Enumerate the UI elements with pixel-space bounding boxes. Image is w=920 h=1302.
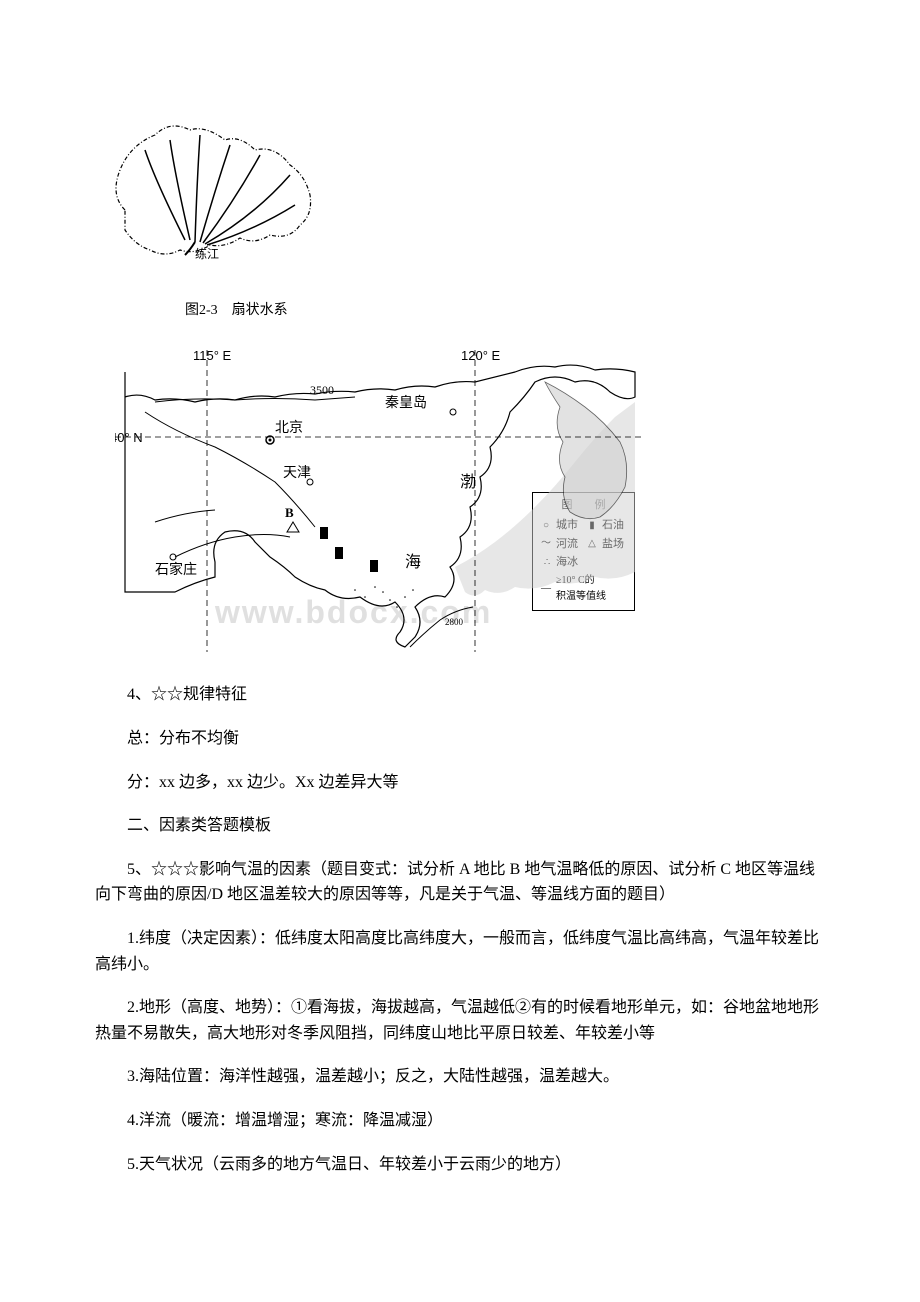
tianjin-label: 天津 — [283, 465, 311, 481]
sea-ice-area — [354, 587, 414, 609]
point-b-label: B — [285, 505, 294, 520]
bohai-hai-label: 海 — [405, 553, 421, 571]
lon-120-label: 120° E — [461, 348, 501, 363]
para-section-2: 二、因素类答题模板 — [95, 813, 825, 839]
isotherm-value-label: 2800 — [445, 617, 464, 627]
para-total: 总：分布不均衡 — [95, 726, 825, 752]
para-latitude: 1.纬度（决定因素）：低纬度太阳高度比高纬度大，一般而言，低纬度气温比高纬高，气… — [95, 926, 825, 977]
bohai-map-svg: 115° E 120° E 40° N 3500 北京 天津 石家庄 秦皇岛 B — [115, 342, 645, 657]
para-distribution: 分：xx 边多，xx 边少。Xx 边差异大等 — [95, 770, 825, 796]
para-ocean-current: 4.洋流（暖流：增温增湿；寒流：降温减湿） — [95, 1108, 825, 1134]
qinhuangdao-label: 秦皇岛 — [385, 395, 427, 411]
para-5-temperature-factors: 5、☆☆☆影响气温的因素（题目变式：试分析 A 地比 B 地气温略低的原因、试分… — [95, 857, 825, 908]
shijiazhuang-label: 石家庄 — [155, 561, 197, 578]
elevation-label: 3500 — [310, 383, 334, 397]
figure-bohai-map: www.bdocx.com 115° E 120° E 40° N — [115, 342, 825, 657]
lat-40-label: 40° N — [115, 430, 143, 445]
beijing-label: 北京 — [275, 420, 303, 436]
para-sea-land: 3.海陆位置：海洋性越强，温差越小；反之，大陆性越强，温差越大。 — [95, 1064, 825, 1090]
figure-1-caption: 图2-3 扇状水系 — [185, 300, 825, 322]
para-weather: 5.天气状况（云雨多的地方气温日、年较差小于云雨少的地方） — [95, 1152, 825, 1178]
figure-fan-river-system: 练江 — [95, 100, 825, 290]
fan-river-svg: 练江 — [95, 100, 325, 290]
bohai-bo-label: 渤 — [460, 473, 476, 491]
river-label: 练江 — [195, 246, 219, 261]
para-4-rule-feature: 4、☆☆规律特征 — [95, 682, 825, 708]
lon-115-label: 115° E — [193, 348, 232, 363]
para-terrain: 2.地形（高度、地势）：①看海拔，海拔越高，气温越低②有的时候看地形单元，如：谷… — [95, 995, 825, 1046]
